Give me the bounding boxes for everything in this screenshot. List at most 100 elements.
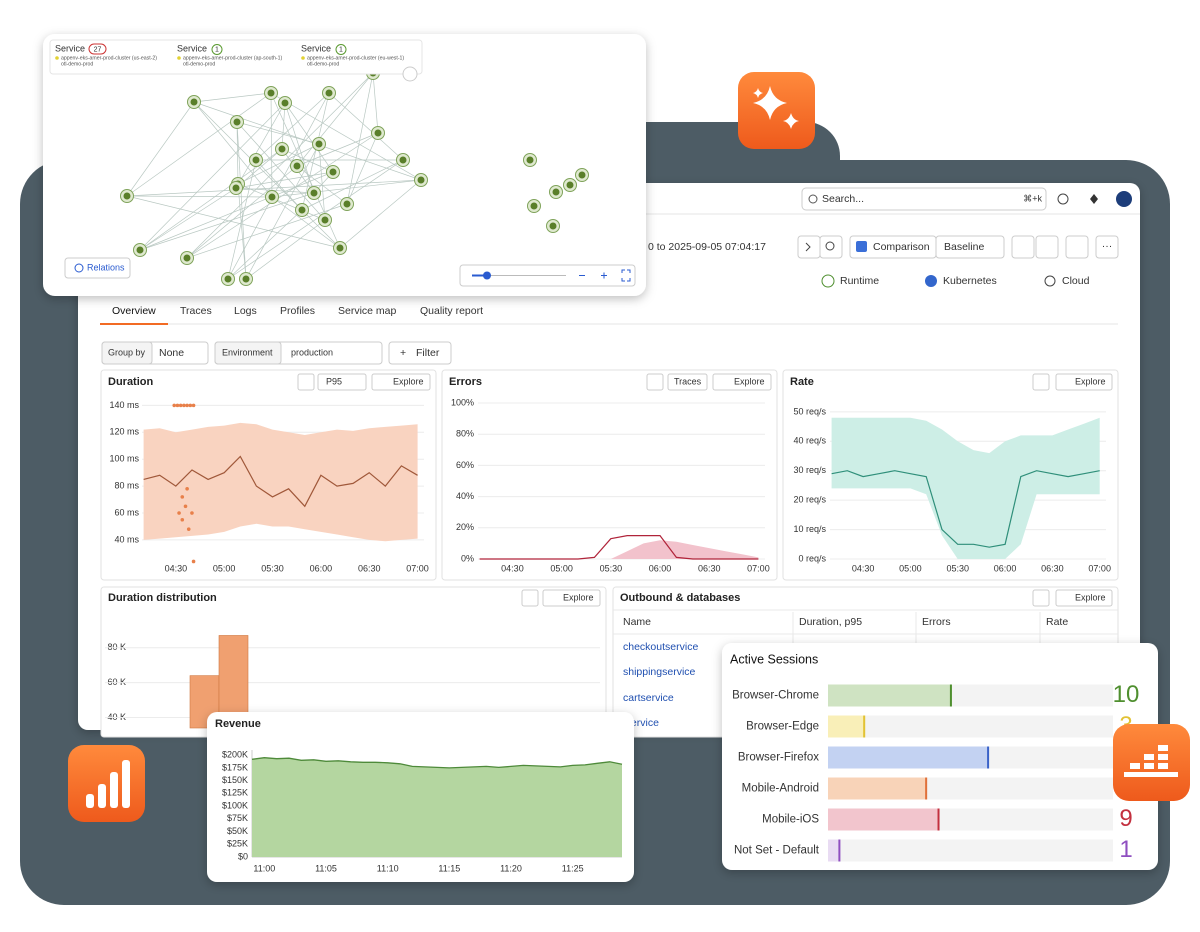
zoom-out-button[interactable] — [819, 235, 843, 259]
band — [143, 422, 418, 542]
tab[interactable]: Quality report — [420, 305, 483, 317]
column-header: Duration, p95 — [799, 616, 862, 628]
more-icon: ··· — [1102, 240, 1113, 252]
y-tick-label: 20% — [456, 522, 474, 532]
service-link[interactable]: checkoutservice — [623, 641, 698, 653]
y-tick-label: $175K — [222, 762, 248, 772]
scope[interactable]: Runtime — [840, 275, 879, 287]
edge — [236, 121, 247, 280]
baseline-label: Baseline — [944, 241, 984, 253]
edge — [139, 102, 286, 251]
x-tick-label: 06:30 — [1041, 563, 1064, 573]
time-range[interactable]: 0 to 2025-09-05 07:04:17 — [648, 241, 766, 253]
expand-button[interactable] — [297, 373, 315, 391]
tab[interactable]: Profiles — [280, 305, 315, 317]
outlier-point — [177, 511, 181, 515]
x-tick-label: 06:00 — [649, 563, 672, 573]
bars-glyph — [86, 760, 130, 808]
service-node-core — [549, 222, 557, 230]
x-tick-label: 04:30 — [165, 563, 188, 573]
fullscreen[interactable] — [621, 269, 631, 282]
tab[interactable]: Logs — [234, 305, 257, 317]
next-button[interactable] — [797, 235, 821, 259]
x-tick-label: 07:00 — [1088, 563, 1111, 573]
refresh-button[interactable] — [1011, 235, 1035, 259]
y-tick-label: $200K — [222, 750, 248, 760]
flame-button[interactable] — [1065, 235, 1089, 259]
edge — [271, 179, 422, 198]
refresh-menu[interactable] — [1035, 235, 1059, 259]
service-link[interactable]: cartservice — [623, 692, 674, 704]
help-icon[interactable] — [1057, 193, 1069, 205]
edge — [193, 101, 273, 198]
service-node-core — [242, 275, 250, 283]
service-node-core — [136, 246, 144, 254]
x-tick-label: 06:30 — [698, 563, 721, 573]
y-tick-label: 0 req/s — [798, 553, 826, 563]
explore-button[interactable] — [371, 373, 431, 391]
x-tick-label: 05:30 — [261, 563, 284, 573]
y-tick-label: 80% — [456, 429, 474, 439]
edge — [126, 92, 272, 197]
category-label: Not Set - Default — [734, 845, 820, 857]
edge — [126, 179, 422, 197]
edge — [126, 195, 341, 249]
edge — [281, 102, 286, 150]
more-button[interactable] — [1095, 235, 1119, 259]
edge — [237, 143, 320, 185]
add-filter[interactable] — [388, 341, 452, 365]
expand-button[interactable] — [1032, 589, 1050, 607]
edge — [301, 92, 330, 211]
charts: 40 ms 60 ms 80 ms 100 ms 120 ms 140 ms 04:30 05… — [105, 397, 1111, 729]
search-shortcut: ⌘+k — [1023, 193, 1042, 203]
tab[interactable]: Traces — [180, 305, 212, 317]
value-label: 10 — [1113, 681, 1140, 708]
zoom-knob[interactable] — [483, 271, 491, 280]
service-count: 1 — [339, 46, 343, 53]
avatar[interactable] — [1116, 191, 1132, 207]
tab[interactable]: Overview — [112, 305, 156, 317]
expand-button[interactable] — [1032, 373, 1050, 391]
zoom-in[interactable] — [601, 272, 607, 279]
service-node-core — [233, 118, 241, 126]
category-label: Mobile-iOS — [762, 814, 819, 826]
explore-button[interactable] — [542, 589, 601, 607]
explore-button[interactable] — [1055, 373, 1113, 391]
edge — [227, 159, 257, 280]
edge — [193, 101, 341, 249]
expand-button[interactable] — [521, 589, 539, 607]
panel-title: Outbound & databases — [620, 592, 740, 604]
service-node-core — [526, 156, 534, 164]
tab[interactable]: Service map — [338, 305, 397, 317]
edge — [236, 121, 320, 145]
search-box[interactable] — [801, 187, 1047, 211]
p95-select[interactable] — [317, 373, 367, 391]
service-node-core — [293, 162, 301, 170]
relations-button[interactable] — [64, 257, 131, 279]
y-tick-label: $25K — [227, 839, 248, 849]
service-node-core — [267, 89, 275, 97]
service-link[interactable]: shippingservice — [623, 666, 696, 678]
expand-button[interactable] — [646, 373, 664, 391]
y-tick-label: 140 ms — [109, 400, 139, 410]
scope[interactable]: Kubernetes — [943, 275, 997, 287]
service-node-core — [399, 156, 407, 164]
namespace: otl-demo-prod — [183, 61, 215, 67]
assistant-icon[interactable] — [1090, 194, 1098, 204]
collapse-button[interactable] — [402, 66, 418, 82]
explore-button[interactable] — [1055, 589, 1113, 607]
service-map: Service 27 appenv-eks-amer-prod-cluster … — [43, 34, 646, 296]
value-label: 9 — [1119, 805, 1132, 832]
outlier-point — [183, 504, 188, 509]
explore-button[interactable] — [712, 373, 772, 391]
service-node-core — [298, 206, 306, 214]
service-node-core — [329, 168, 337, 176]
baseline-select[interactable] — [935, 235, 1005, 259]
edge — [139, 171, 334, 251]
outlier-point — [191, 559, 196, 564]
badge — [211, 44, 223, 55]
category-label: Browser-Chrome — [732, 690, 819, 702]
traces-button[interactable] — [667, 373, 708, 391]
scope[interactable]: Cloud — [1062, 275, 1090, 287]
bar-edge — [925, 777, 928, 800]
